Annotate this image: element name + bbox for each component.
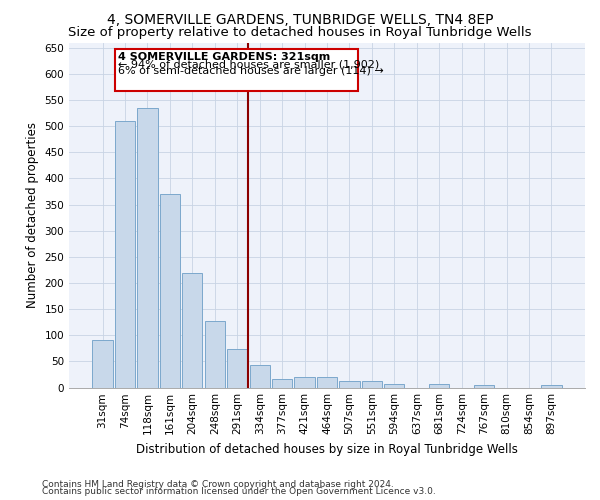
Text: 6% of semi-detached houses are larger (114) →: 6% of semi-detached houses are larger (1… (118, 66, 384, 76)
Text: Contains HM Land Registry data © Crown copyright and database right 2024.: Contains HM Land Registry data © Crown c… (42, 480, 394, 489)
Text: 4, SOMERVILLE GARDENS, TUNBRIDGE WELLS, TN4 8EP: 4, SOMERVILLE GARDENS, TUNBRIDGE WELLS, … (107, 12, 493, 26)
Bar (160, 194, 180, 388)
Bar (340, 381, 359, 388)
Bar (250, 365, 270, 388)
Bar (227, 350, 247, 388)
Bar (92, 340, 113, 388)
Bar (317, 377, 337, 388)
Bar (384, 384, 404, 388)
X-axis label: Distribution of detached houses by size in Royal Tunbridge Wells: Distribution of detached houses by size … (136, 443, 518, 456)
Text: Size of property relative to detached houses in Royal Tunbridge Wells: Size of property relative to detached ho… (68, 26, 532, 39)
Text: 4 SOMERVILLE GARDENS: 321sqm: 4 SOMERVILLE GARDENS: 321sqm (118, 52, 331, 62)
Bar (137, 108, 158, 388)
Text: ← 94% of detached houses are smaller (1,902): ← 94% of detached houses are smaller (1,… (118, 59, 380, 69)
Y-axis label: Number of detached properties: Number of detached properties (26, 122, 39, 308)
Bar (182, 272, 202, 388)
Bar (115, 121, 135, 388)
Bar (541, 386, 562, 388)
Bar (474, 385, 494, 388)
Bar (205, 320, 225, 388)
Text: Contains public sector information licensed under the Open Government Licence v3: Contains public sector information licen… (42, 488, 436, 496)
Bar (272, 378, 292, 388)
Bar (115, 49, 358, 91)
Bar (295, 377, 314, 388)
Bar (362, 381, 382, 388)
Bar (429, 384, 449, 388)
